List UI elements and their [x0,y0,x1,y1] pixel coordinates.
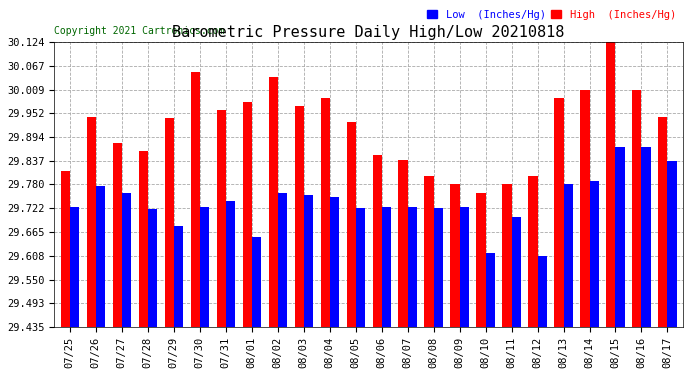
Bar [373,156,382,327]
Bar [243,102,252,327]
Bar [555,98,564,327]
Bar [538,256,546,327]
Bar [424,176,433,327]
Bar [632,90,642,327]
Bar [277,193,287,327]
Bar [399,160,408,327]
Bar [615,147,624,327]
Bar [190,72,199,327]
Bar [330,197,339,327]
Bar [511,217,521,327]
Bar [346,122,355,327]
Bar [642,147,651,327]
Bar [61,171,70,327]
Bar [607,42,615,327]
Bar [658,117,667,327]
Bar [382,207,391,327]
Bar [268,77,277,327]
Bar [199,207,209,327]
Bar [304,195,313,327]
Bar [667,161,677,327]
Bar [87,117,96,327]
Bar [580,90,589,327]
Bar [148,209,157,327]
Bar [589,181,599,327]
Bar [96,186,105,327]
Bar [295,106,304,327]
Bar [252,237,261,327]
Bar [529,176,538,327]
Bar [226,201,235,327]
Bar [451,184,460,327]
Bar [460,207,469,327]
Bar [355,208,365,327]
Bar [121,193,131,327]
Bar [477,193,486,327]
Bar [408,207,417,327]
Bar [174,226,183,327]
Text: Copyright 2021 Cartronics.com: Copyright 2021 Cartronics.com [55,27,224,36]
Bar [502,184,511,327]
Bar [70,207,79,327]
Bar [217,110,226,327]
Bar [321,98,330,327]
Legend: Low  (Inches/Hg), High  (Inches/Hg): Low (Inches/Hg), High (Inches/Hg) [425,8,678,22]
Bar [139,150,148,327]
Bar [433,209,443,327]
Bar [112,143,121,327]
Bar [486,253,495,327]
Bar [564,184,573,327]
Bar [165,118,174,327]
Title: Barometric Pressure Daily High/Low 20210818: Barometric Pressure Daily High/Low 20210… [172,25,565,40]
